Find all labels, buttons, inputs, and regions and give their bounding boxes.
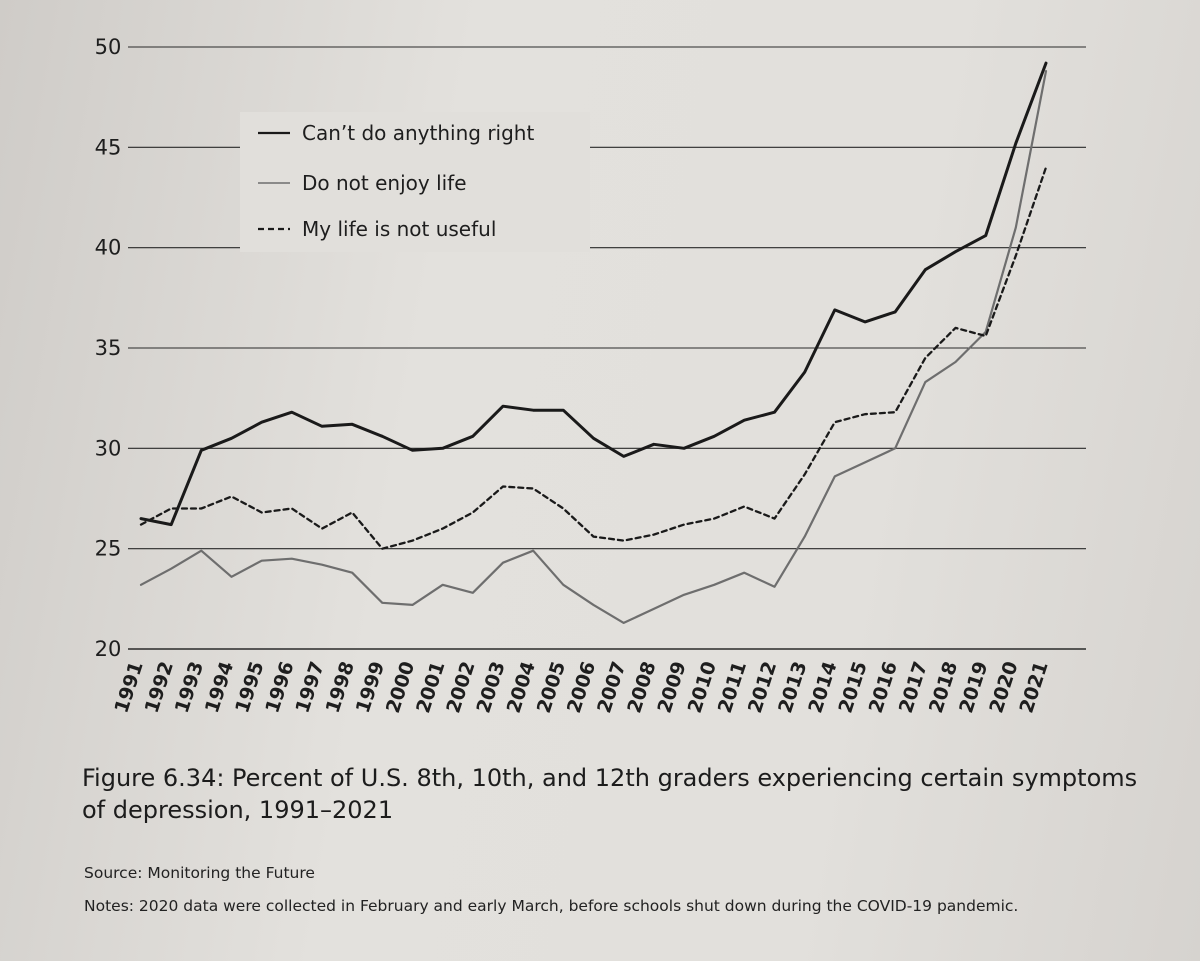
figure-notes: Notes: 2020 data were collected in Febru… bbox=[84, 897, 1019, 915]
y-tick-50: 50 bbox=[95, 35, 122, 59]
series-line-1 bbox=[139, 61, 1048, 527]
y-tick-35: 35 bbox=[95, 336, 122, 360]
y-tick-25: 25 bbox=[95, 537, 122, 561]
figure-caption: Figure 6.34: Percent of U.S. 8th, 10th, … bbox=[82, 764, 1138, 824]
series-line-2 bbox=[139, 69, 1048, 625]
y-tick-45: 45 bbox=[95, 135, 122, 159]
y-axis-ticks: 20 25 30 35 40 45 50 bbox=[95, 35, 122, 661]
figure-source: Source: Monitoring the Future bbox=[84, 864, 315, 882]
series-line-3 bbox=[139, 166, 1048, 550]
x-axis-ticks: 1991199219931994199519961997199819992000… bbox=[110, 659, 1052, 716]
y-tick-40: 40 bbox=[95, 236, 122, 260]
series-lines bbox=[139, 61, 1048, 625]
legend-label-2: Do not enjoy life bbox=[302, 171, 467, 195]
legend-label-3: My life is not useful bbox=[302, 217, 496, 241]
y-tick-30: 30 bbox=[95, 436, 122, 460]
legend: Can’t do anything right Do not enjoy life… bbox=[240, 112, 590, 252]
legend-background bbox=[240, 112, 590, 252]
depression-line-chart: 20 25 30 35 40 45 50 1991199219931994199519961… bbox=[95, 35, 1086, 716]
legend-label-1: Can’t do anything right bbox=[302, 121, 534, 145]
y-tick-20: 20 bbox=[95, 637, 122, 661]
